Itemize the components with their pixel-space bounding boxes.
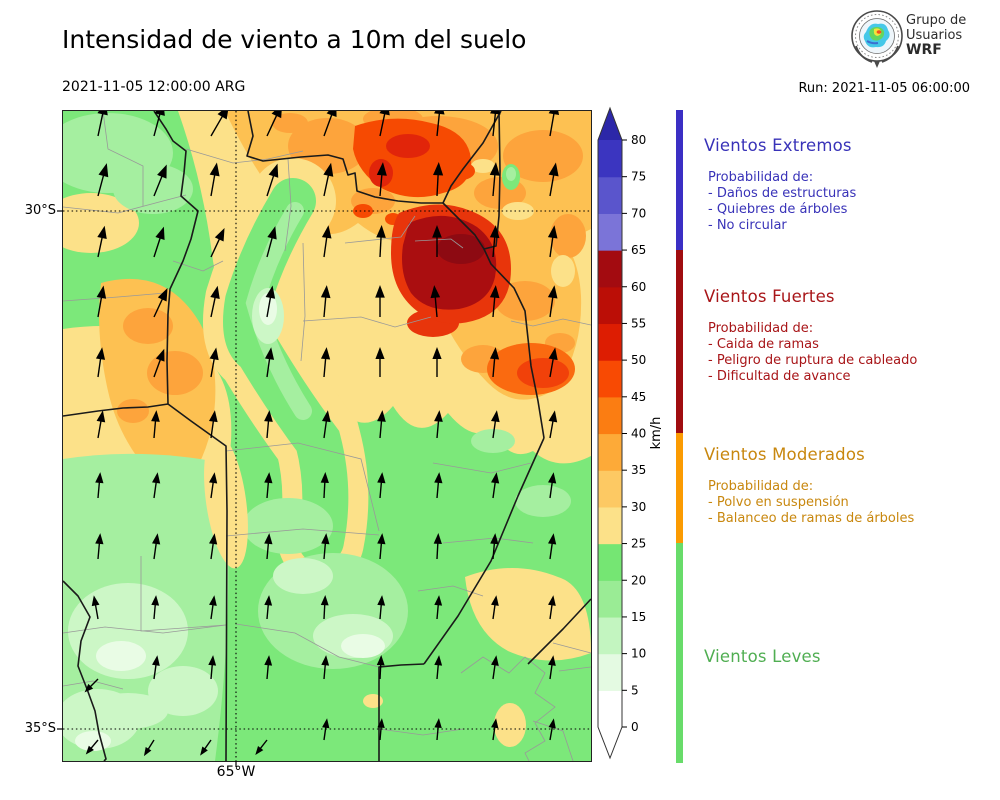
strip-vientos-leves — [676, 543, 683, 763]
colorbar-tick-55: 55 — [631, 316, 646, 330]
probability-title: Probabilidad de: — [708, 321, 814, 336]
colorbar-tick-70: 70 — [631, 206, 646, 220]
valid-time-label: 2021-11-05 12:00:00 ARG — [62, 79, 246, 95]
lon-label-65w: 65°W — [216, 764, 256, 780]
colorbar-tick-35: 35 — [631, 463, 646, 477]
category-probabilities: Probabilidad de: - Caida de ramas - Peligr… — [708, 321, 917, 385]
wrf-logo-icon — [848, 8, 906, 74]
province-borders — [63, 111, 591, 761]
strip-vientos-extremos — [676, 110, 683, 250]
probability-item: - Balanceo de ramas de árboles — [708, 511, 915, 526]
colorbar-tick-50: 50 — [631, 353, 646, 367]
department-borders — [63, 111, 591, 761]
colorbar: 0 5 10 15 20 25 30 35 40 45 50 55 60 65 70 75 80 km/h — [596, 100, 671, 776]
probability-item: - Dificultad de avance — [708, 369, 851, 384]
graticule-lines — [63, 111, 591, 761]
lat-label-30s: 30°S — [24, 203, 56, 218]
category-color-strip — [676, 110, 683, 763]
logo-line-2: Usuarios — [906, 28, 963, 43]
wind-direction-arrows — [84, 111, 560, 757]
strip-vientos-fuertes — [676, 250, 683, 433]
colorbar-tick-45: 45 — [631, 390, 646, 404]
colorbar-tick-0: 0 — [631, 720, 639, 734]
page-title: Intensidad de viento a 10m del suelo — [62, 25, 527, 54]
category-heading: Vientos Leves — [704, 647, 821, 666]
colorbar-tick-5: 5 — [631, 683, 639, 697]
legend-block-4: Vientos Leves — [704, 647, 821, 666]
legend-block-2: Vientos Fuertes Probabilidad de: - Caida d… — [704, 287, 917, 385]
category-probabilities: Probabilidad de: - Daños de estructuras - … — [708, 170, 856, 234]
category-heading: Vientos Fuertes — [704, 287, 835, 306]
probability-item: - No circular — [708, 218, 787, 233]
probability-item: - Quiebres de árboles — [708, 202, 848, 217]
wind-map-panel — [57, 110, 592, 767]
strip-vientos-moderados — [676, 433, 683, 543]
colorbar-tick-15: 15 — [631, 610, 646, 624]
category-heading: Vientos Extremos — [704, 136, 852, 155]
probability-item: - Caida de ramas — [708, 337, 819, 352]
logo-text: Grupo de Usuarios WRF — [906, 13, 966, 58]
colorbar-tick-30: 30 — [631, 500, 646, 514]
wind-map — [57, 111, 591, 767]
colorbar-tick-40: 40 — [631, 427, 646, 441]
probability-title: Probabilidad de: — [708, 479, 814, 494]
colorbar-unit-label: km/h — [649, 417, 664, 450]
colorbar-tick-75: 75 — [631, 170, 646, 184]
logo-line-3: WRF — [906, 42, 942, 58]
probability-item: - Polvo en suspensión — [708, 495, 849, 510]
probability-item: - Daños de estructuras — [708, 186, 857, 201]
legend-block-1: Vientos Extremos Probabilidad de: - Daños … — [704, 136, 856, 234]
legend-block-3: Vientos Moderados Probabilidad de: - Polvo… — [704, 445, 914, 527]
probability-item: - Peligro de ruptura de cableado — [708, 353, 918, 368]
colorbar-tick-10: 10 — [631, 647, 646, 661]
axis-ticks — [57, 210, 237, 767]
category-heading: Vientos Moderados — [704, 445, 865, 464]
colorbar-tick-80: 80 — [631, 133, 646, 147]
category-probabilities: Probabilidad de: - Polvo en suspensión - B… — [708, 479, 914, 527]
run-time-label: Run: 2021-11-05 06:00:00 — [798, 81, 970, 96]
colorbar-tick-20: 20 — [631, 573, 646, 587]
colorbar-tick-60: 60 — [631, 280, 646, 294]
logo-line-1: Grupo de — [906, 13, 967, 28]
lat-label-35s: 35°S — [24, 721, 56, 736]
colorbar-tick-65: 65 — [631, 243, 646, 257]
colorbar-tick-25: 25 — [631, 537, 646, 551]
probability-title: Probabilidad de: — [708, 170, 814, 185]
